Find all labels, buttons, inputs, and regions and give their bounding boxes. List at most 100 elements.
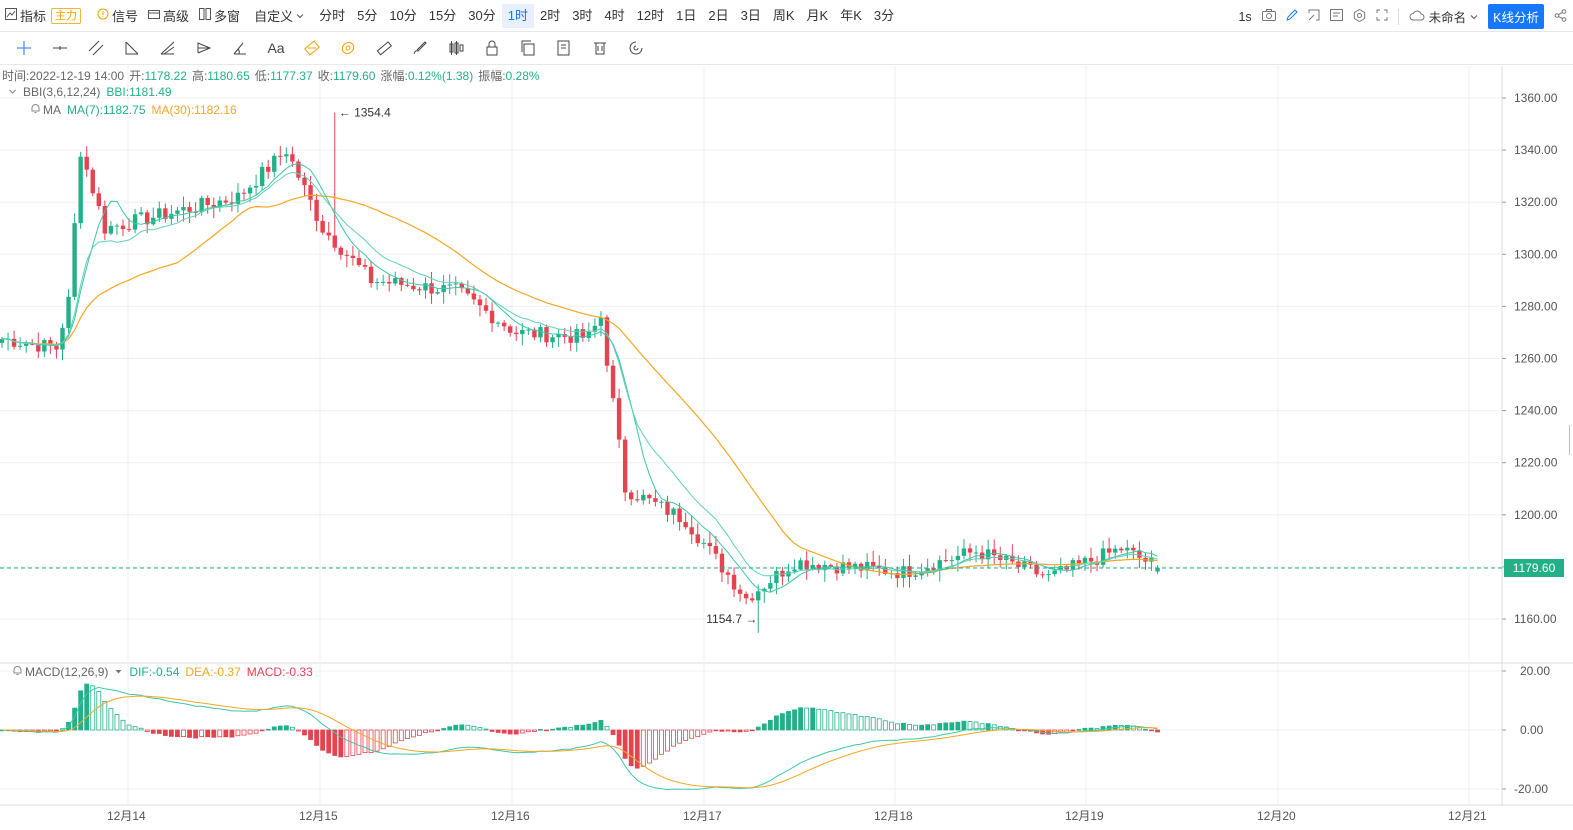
horizontal-line-tool[interactable] — [42, 34, 78, 62]
interval-tab[interactable]: 1日 — [676, 7, 697, 23]
delete-tool[interactable] — [582, 34, 618, 62]
candle-body — [943, 560, 948, 562]
copy-icon — [521, 40, 535, 56]
candle-style-tool[interactable] — [438, 34, 474, 62]
ruler-tool[interactable] — [366, 34, 402, 62]
interval-tab[interactable]: 1时 — [501, 3, 534, 28]
copy-tool[interactable] — [510, 34, 546, 62]
macd-histogram-bar — [985, 723, 991, 731]
brush-tool[interactable] — [402, 34, 438, 62]
bell-icon[interactable] — [30, 103, 41, 117]
macd-histogram-bar — [925, 724, 931, 731]
macd-histogram-bar — [725, 729, 731, 732]
interval-tab[interactable]: 12时 — [636, 7, 665, 23]
lock-tool[interactable] — [474, 34, 510, 62]
advanced-button[interactable]: 高级 — [143, 4, 194, 28]
cloud-icon[interactable] — [1409, 9, 1425, 24]
custom-label: 自定义 — [254, 9, 294, 24]
ma-name[interactable]: MA — [43, 103, 61, 117]
interval-tab[interactable]: 2日 — [708, 7, 729, 23]
eraser-tool[interactable] — [294, 34, 330, 62]
macd-chevron-down-icon[interactable] — [114, 665, 123, 679]
layout-chevron-down-icon[interactable] — [1470, 9, 1478, 24]
parallel-channel-tool[interactable] — [78, 34, 114, 62]
pattern-tool[interactable] — [186, 34, 222, 62]
macd-histogram-bar — [168, 729, 174, 737]
eraser-icon — [304, 40, 320, 56]
brush-icon — [413, 41, 427, 55]
macd-histogram-bar — [483, 728, 489, 731]
share-frame-icon[interactable] — [1308, 9, 1320, 24]
candle-body — [447, 284, 452, 286]
magnet-tool[interactable] — [330, 34, 366, 62]
price-tick-label: 1160.00 — [1514, 612, 1557, 626]
candle-body — [187, 207, 192, 212]
settings-tool[interactable] — [618, 34, 654, 62]
interval-tab[interactable]: 5分 — [357, 7, 378, 23]
candle-body — [132, 214, 138, 230]
macd-histogram-bar — [410, 729, 416, 738]
kline-analysis-button[interactable]: K线分析 — [1488, 4, 1544, 29]
signal-button[interactable]: 信号 — [92, 4, 143, 28]
panel-edge-handle[interactable] — [1569, 425, 1573, 455]
share-icon[interactable] — [1554, 8, 1567, 25]
parallel-channel-icon — [88, 40, 104, 56]
candle-body — [368, 266, 374, 284]
macd-histogram-bar — [580, 724, 586, 731]
macd-histogram-bar — [895, 723, 900, 731]
macd-histogram-bar — [447, 726, 453, 731]
high-price-marker: ← 1354.4 — [339, 106, 391, 120]
macd-bell-icon[interactable] — [12, 665, 23, 679]
interval-tab[interactable]: 4时 — [604, 7, 625, 23]
crosshair-tool[interactable] — [6, 34, 42, 62]
indicators-button[interactable]: 指标 主力 — [0, 4, 86, 28]
candle-body — [1052, 570, 1057, 575]
candle-body — [871, 561, 876, 566]
camera-icon[interactable] — [1261, 9, 1276, 24]
candle-body — [508, 326, 513, 333]
fullscreen-icon[interactable] — [1376, 9, 1388, 24]
macd-histogram-bar — [386, 729, 392, 747]
interval-tab[interactable]: 周K — [772, 7, 795, 23]
pen-icon[interactable] — [1285, 9, 1298, 24]
note-icon — [557, 40, 570, 56]
macd-histogram-bar — [271, 726, 277, 731]
interval-tab[interactable]: 3时 — [572, 7, 593, 23]
refresh-rate[interactable]: 1s — [1238, 9, 1252, 24]
candle-body — [344, 254, 350, 256]
pitchfork-tool[interactable] — [150, 34, 186, 62]
interval-tab[interactable]: 分时 — [319, 7, 346, 23]
template-icon[interactable] — [1329, 9, 1343, 24]
candle-body — [30, 343, 35, 345]
interval-tab[interactable]: 10分 — [389, 7, 417, 23]
text-tool[interactable]: Aa — [258, 34, 294, 62]
candle-body — [126, 229, 132, 231]
interval-tab[interactable]: 2时 — [539, 7, 561, 23]
interval-tab[interactable]: 3分 — [873, 7, 895, 23]
macd-histogram-bar — [743, 729, 749, 732]
interval-tab[interactable]: 30分 — [468, 7, 496, 23]
collapse-chevron-icon[interactable] — [8, 85, 17, 99]
interval-tab[interactable]: 15分 — [428, 7, 457, 23]
custom-dropdown[interactable]: 自定义 — [249, 4, 309, 28]
macd-histogram-bar — [1016, 729, 1021, 732]
multiwindow-button[interactable]: 多窗 — [194, 4, 245, 28]
interval-tab[interactable]: 3日 — [740, 7, 761, 23]
macd-histogram-bar — [429, 729, 434, 733]
macd-histogram-bar — [973, 721, 979, 731]
macd-name[interactable]: MACD(12,26,9) — [25, 665, 109, 679]
macd-histogram-bar — [659, 729, 664, 755]
fib-angle-tool[interactable] — [222, 34, 258, 62]
layout-name[interactable]: 未命名 — [1428, 11, 1467, 25]
candle-body — [247, 187, 253, 194]
note-tool[interactable] — [546, 34, 582, 62]
dea-value: DEA:-0.37 — [185, 665, 241, 679]
macd-histogram-bar — [840, 712, 846, 731]
settings-gear-icon[interactable] — [1353, 8, 1366, 25]
bbi-name[interactable]: BBI(3,6,12,24) — [23, 85, 101, 99]
angle-tool[interactable] — [114, 34, 150, 62]
interval-tab[interactable]: 年K — [840, 7, 862, 23]
interval-tab[interactable]: 月K — [806, 7, 829, 23]
change-value: 0.12%(1.38) — [407, 69, 474, 83]
